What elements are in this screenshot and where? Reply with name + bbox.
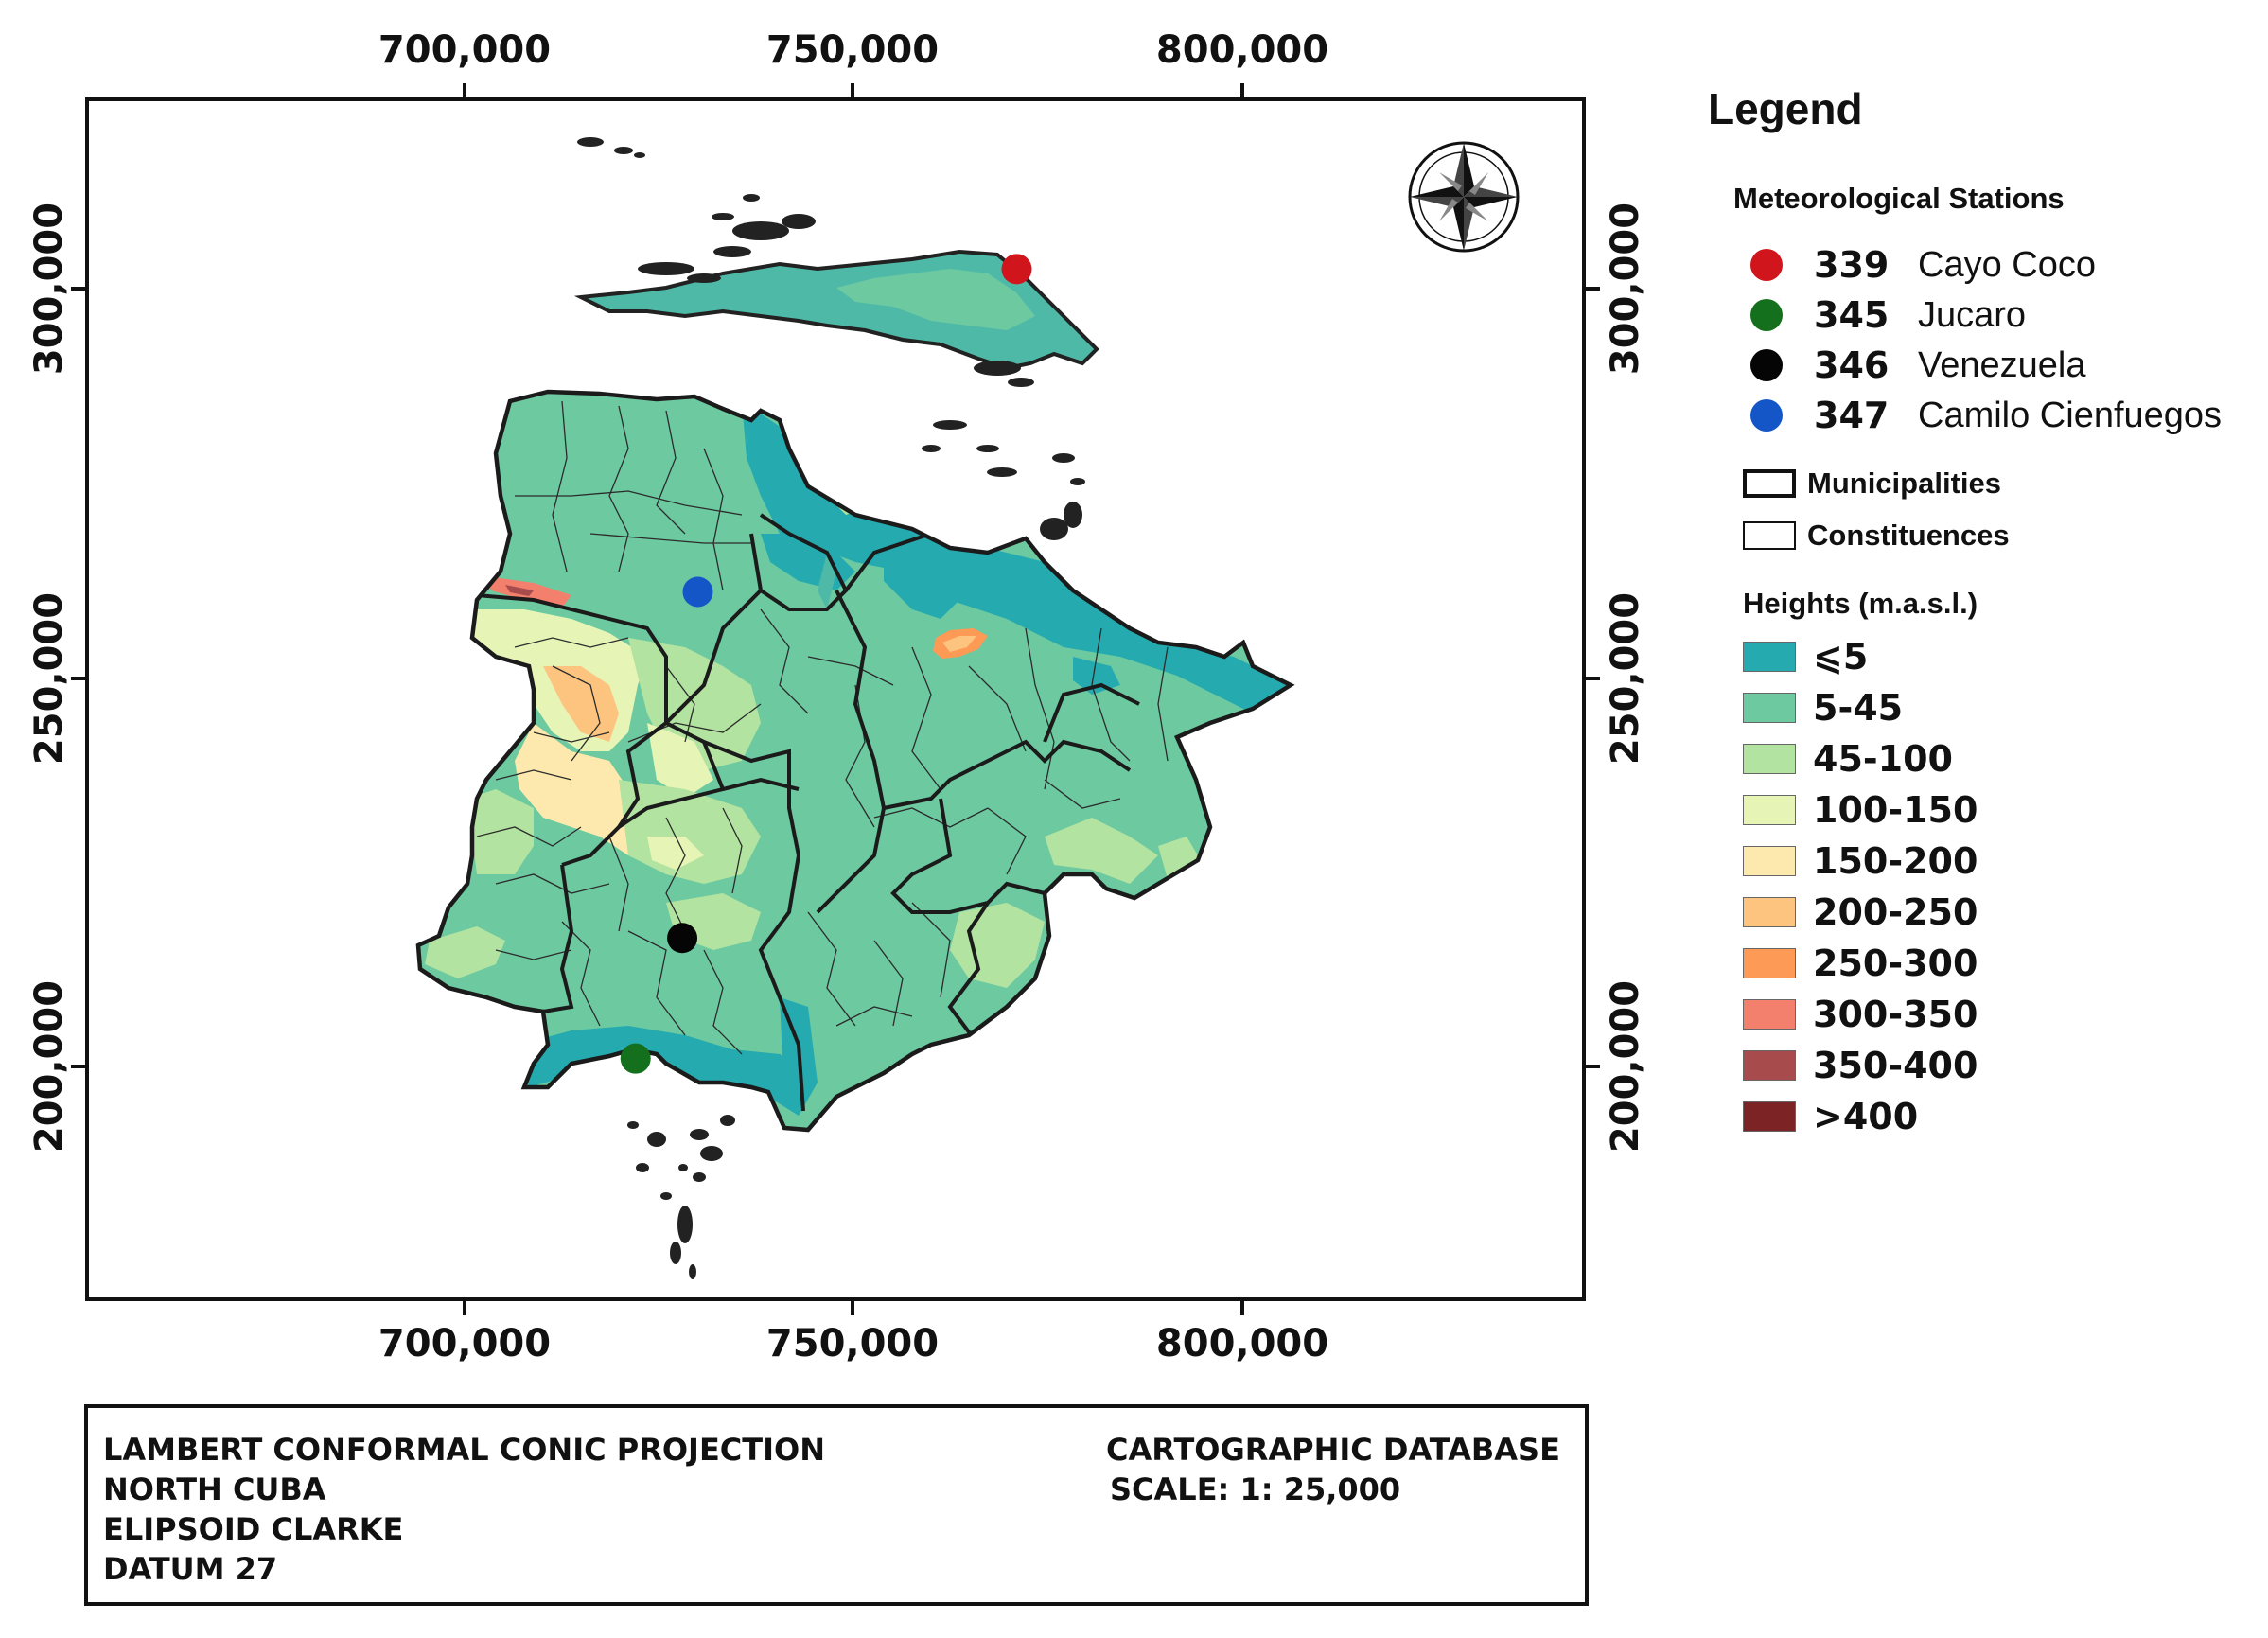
station-dot-icon	[1750, 399, 1783, 432]
height-class: 5-45	[1743, 687, 1903, 729]
x-tick	[1240, 83, 1244, 99]
height-class: 300-350	[1743, 994, 1978, 1035]
height-swatch	[1743, 1101, 1796, 1132]
x-tick	[463, 1299, 466, 1315]
height-class: 100-150	[1743, 789, 1978, 831]
station-entry: 347 Camilo Cienfuegos	[1750, 392, 2222, 439]
ellipsoid-text: ELIPSOID CLARKE	[103, 1511, 404, 1547]
municipality-symbol	[1743, 469, 1796, 498]
x-tick-label-bottom: 800,000	[1155, 1322, 1329, 1365]
height-class: 150-200	[1743, 840, 1978, 882]
height-swatch	[1743, 999, 1796, 1030]
height-class: 250-300	[1743, 942, 1978, 984]
height-swatch	[1743, 744, 1796, 774]
height-label: >400	[1813, 1096, 1919, 1137]
height-label: 300-350	[1813, 994, 1978, 1035]
station-code: 345	[1814, 294, 1890, 336]
height-label: 100-150	[1813, 789, 1978, 831]
y-tick	[71, 1065, 87, 1068]
heights-title: Heights (m.a.s.l.)	[1743, 587, 1978, 620]
station-name: Cayo Coco	[1918, 244, 2096, 285]
municipalities-label: Municipalities	[1807, 467, 2001, 500]
station-markers	[620, 254, 1032, 1074]
station-entry: 346 Venezuela	[1750, 342, 2086, 389]
height-label: 45-100	[1813, 738, 1953, 780]
station-code: 346	[1814, 344, 1890, 386]
y-tick	[1584, 677, 1600, 680]
height-label: 5-45	[1813, 687, 1904, 729]
station-name: Jucaro	[1918, 294, 2027, 335]
x-tick	[851, 83, 854, 99]
x-tick	[463, 83, 466, 99]
height-swatch	[1743, 693, 1796, 723]
height-swatch	[1743, 642, 1796, 672]
station-dot-icon	[1750, 249, 1783, 281]
station-name: Camilo Cienfuegos	[1918, 395, 2223, 435]
constituences-legend-entry: Constituences	[1743, 519, 2010, 553]
height-swatch	[1743, 795, 1796, 825]
height-swatch	[1743, 846, 1796, 876]
station-dot-icon	[1750, 349, 1783, 381]
height-label: 250-300	[1813, 942, 1978, 984]
y-tick-label-right: 200,000	[1604, 979, 1647, 1154]
database-text: CARTOGRAPHIC DATABASE	[1106, 1432, 1560, 1468]
projection-text: LAMBERT CONFORMAL CONIC PROJECTION	[103, 1432, 825, 1468]
legend-title: Legend	[1708, 84, 1863, 133]
y-tick-label-left: 300,000	[27, 202, 71, 376]
height-label: 200-250	[1813, 891, 1978, 933]
datum-text: DATUM 27	[103, 1551, 278, 1587]
y-tick	[1584, 1065, 1600, 1068]
station-marker-339[interactable]	[1001, 254, 1032, 285]
x-tick-label-top: 800,000	[1155, 28, 1329, 72]
y-tick-label-right: 250,000	[1604, 591, 1647, 766]
y-tick-label-right: 300,000	[1604, 202, 1647, 376]
station-entry: 345 Jucaro	[1750, 291, 2026, 339]
map-canvas	[415, 137, 1520, 1279]
height-swatch	[1743, 948, 1796, 978]
height-class: ⩽5	[1743, 636, 1868, 678]
x-tick	[1240, 1299, 1244, 1315]
stations-title: Meteorological Stations	[1733, 182, 2065, 215]
y-tick	[1584, 287, 1600, 291]
x-tick-label-top: 750,000	[765, 28, 940, 72]
scale-text: SCALE: 1: 25,000	[1110, 1471, 1401, 1507]
station-dot-icon	[1750, 299, 1783, 331]
height-swatch	[1743, 897, 1796, 927]
height-class: 350-400	[1743, 1045, 1978, 1086]
mainland-base	[418, 392, 1291, 1130]
cayo-coco-interior	[836, 269, 1035, 330]
mainland-coastline	[415, 389, 1295, 1133]
station-entry: 339 Cayo Coco	[1750, 241, 2096, 289]
height-class: >400	[1743, 1096, 1918, 1137]
small-cays	[577, 137, 1085, 1279]
constituency-symbol	[1743, 521, 1796, 550]
station-marker-347[interactable]	[682, 576, 713, 608]
station-code: 339	[1814, 244, 1890, 286]
constituences-label: Constituences	[1807, 519, 2010, 552]
station-name: Venezuela	[1918, 344, 2086, 385]
y-tick	[71, 287, 87, 291]
y-tick	[71, 677, 87, 680]
height-class: 200-250	[1743, 891, 1978, 933]
height-class: 45-100	[1743, 738, 1953, 780]
x-tick-label-bottom: 700,000	[378, 1322, 552, 1365]
x-tick-label-bottom: 750,000	[765, 1322, 940, 1365]
height-label: 350-400	[1813, 1045, 1978, 1086]
station-code: 347	[1814, 395, 1890, 436]
municipality-boundaries	[476, 513, 1140, 1112]
height-label: ⩽5	[1813, 636, 1869, 678]
y-tick-label-left: 200,000	[27, 979, 71, 1154]
height-swatch	[1743, 1050, 1796, 1081]
height-label: 150-200	[1813, 840, 1978, 882]
map-frame[interactable]	[85, 97, 1586, 1301]
y-tick-label-left: 250,000	[27, 591, 71, 766]
station-marker-345[interactable]	[620, 1043, 651, 1074]
x-tick-label-top: 700,000	[378, 28, 552, 72]
station-marker-346[interactable]	[667, 923, 698, 954]
municipalities-legend-entry: Municipalities	[1743, 467, 2001, 501]
x-tick	[851, 1299, 854, 1315]
map-info-box: LAMBERT CONFORMAL CONIC PROJECTION NORTH…	[84, 1404, 1589, 1606]
north-arrow-icon	[1408, 141, 1520, 253]
region-text: NORTH CUBA	[103, 1471, 326, 1507]
